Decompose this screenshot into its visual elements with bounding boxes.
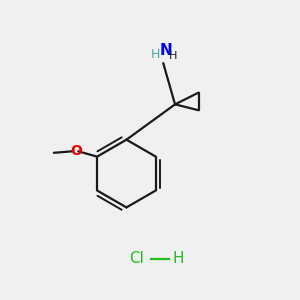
Text: Cl: Cl: [129, 251, 144, 266]
Text: H: H: [150, 48, 160, 62]
Text: N: N: [159, 43, 172, 58]
Text: H: H: [172, 251, 184, 266]
Text: O: O: [70, 144, 82, 158]
Text: H: H: [169, 51, 178, 61]
